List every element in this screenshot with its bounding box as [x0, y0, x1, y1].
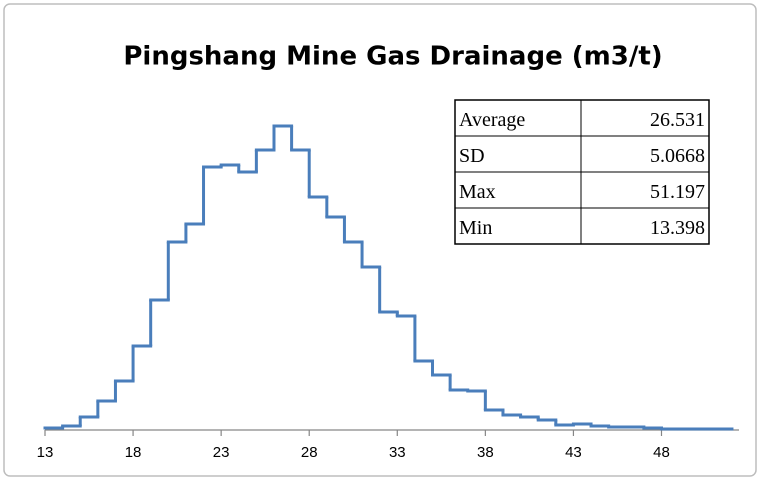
table-label: Max	[459, 181, 496, 203]
x-tick-label: 43	[565, 444, 582, 461]
chart-title: Pingshang Mine Gas Drainage (m3/t)	[123, 42, 662, 72]
table-label: Min	[459, 217, 492, 239]
table-value: 13.398	[650, 217, 705, 239]
table-value: 26.531	[650, 109, 705, 131]
x-tick-label: 38	[477, 444, 494, 461]
table-value: 51.197	[650, 181, 705, 203]
x-tick-label: 33	[389, 444, 406, 461]
x-tick-label: 23	[213, 444, 230, 461]
table-value: 5.0668	[650, 145, 705, 167]
x-tick-label: 48	[653, 444, 670, 461]
x-tick-label: 13	[37, 444, 54, 461]
x-tick-label: 18	[125, 444, 142, 461]
table-label: Average	[459, 109, 525, 131]
table-label: SD	[459, 145, 485, 167]
x-tick-label: 28	[301, 444, 318, 461]
